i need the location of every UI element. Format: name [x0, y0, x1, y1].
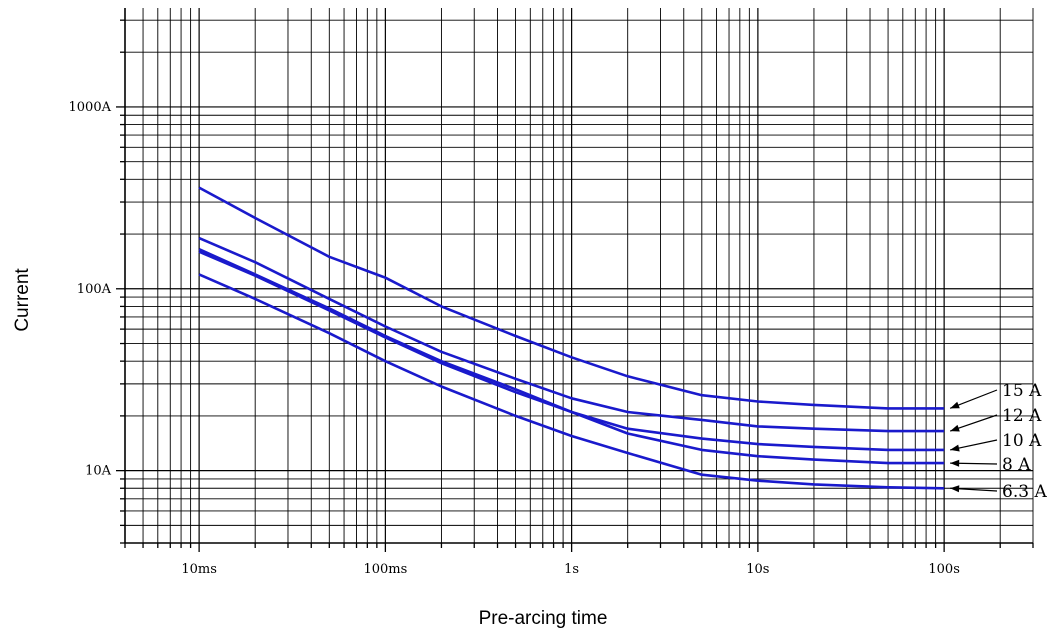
x-tick-labels: 10ms 100ms 1s 10s 100s	[181, 562, 960, 577]
series-label: 15 A	[1002, 381, 1042, 401]
y-tick-label: 100A	[77, 282, 112, 297]
annotation-arrowhead	[950, 444, 960, 452]
axes	[116, 8, 1034, 552]
series-label: 8 A	[1002, 455, 1031, 475]
x-tick-label: 100ms	[363, 562, 407, 577]
series-label: 12 A	[1002, 406, 1042, 426]
x-tick-label: 10s	[746, 562, 769, 577]
series-line	[198, 250, 945, 465]
series-annotations: 15 A 12 A 10 A 8 A 6.3 A	[949, 381, 1047, 502]
series-line	[198, 186, 945, 410]
annotation-arrowhead	[950, 424, 960, 432]
annotation-arrowhead	[950, 485, 960, 493]
y-tick-label: 1000A	[69, 100, 112, 115]
x-tick-label: 1s	[564, 562, 579, 577]
series-label: 6.3 A	[1002, 482, 1047, 502]
y-axis-title: Current	[12, 268, 33, 332]
x-tick-label: 100s	[928, 562, 959, 577]
x-tick-label: 10ms	[181, 562, 217, 577]
y-tick-labels: 10A 100A 1000A	[69, 100, 112, 479]
series-group	[198, 186, 945, 490]
x-axis-title: Pre-arcing time	[479, 608, 608, 629]
y-tick-label: 10A	[85, 464, 112, 479]
series-line	[198, 236, 945, 433]
annotation-arrowhead	[950, 459, 960, 467]
annotation-arrowhead	[950, 401, 960, 409]
grid	[124, 8, 1034, 544]
series-line	[198, 273, 945, 490]
series-label: 10 A	[1002, 431, 1042, 451]
